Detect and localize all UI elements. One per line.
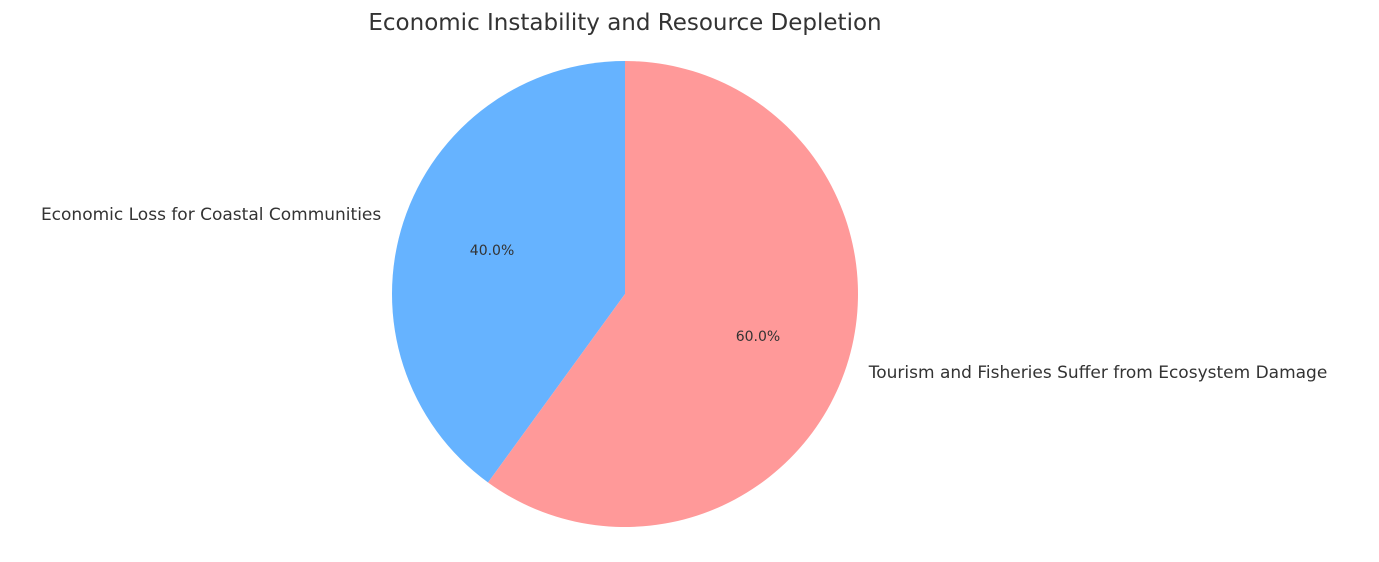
chart-title: Economic Instability and Resource Deplet… — [368, 10, 881, 36]
pie-slice-1 — [391, 61, 625, 483]
pie-slices — [391, 61, 858, 527]
pie-slice-label-2: Tourism and Fisheries Suffer from Ecosys… — [868, 363, 1328, 383]
pie-labels: 40.0% Economic Loss for Coastal Communiti… — [41, 205, 1327, 383]
pie-slice-label-1: Economic Loss for Coastal Communities — [41, 205, 381, 225]
pie-slice-2 — [488, 61, 858, 527]
pie-slice-percent-2: 60.0% — [736, 329, 780, 345]
pie-slice-percent-1: 40.0% — [470, 243, 514, 259]
